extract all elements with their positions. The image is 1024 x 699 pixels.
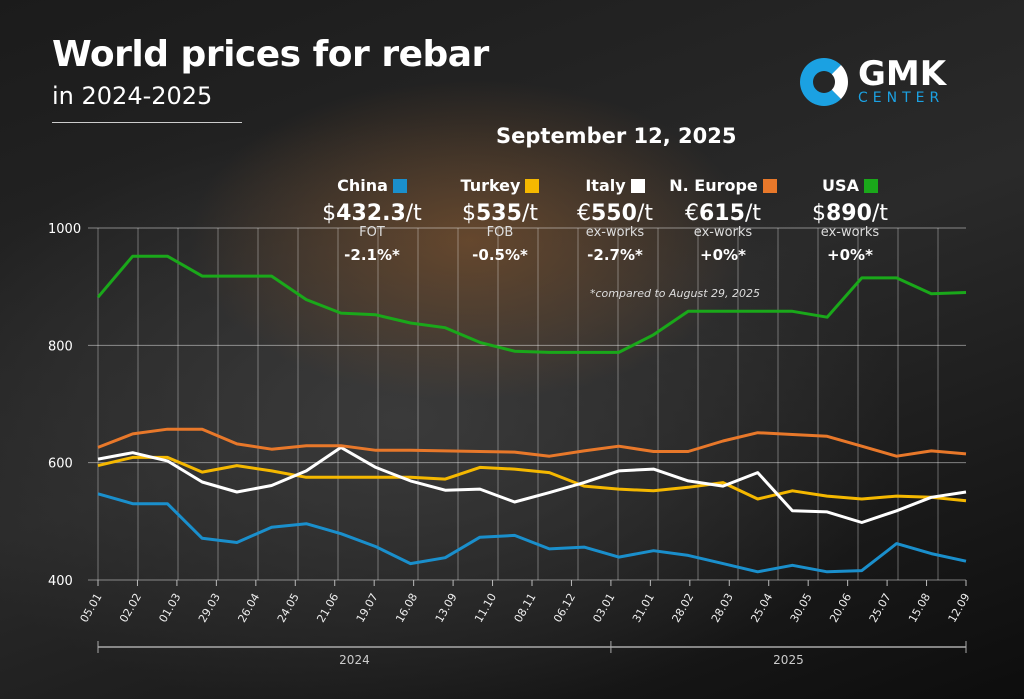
legend-price: €550/t: [550, 201, 680, 226]
y-tick-label: 400: [48, 574, 73, 589]
y-tick-label: 800: [48, 339, 73, 354]
x-tick-label: 28.03: [709, 591, 736, 625]
price-unit: /t: [871, 201, 888, 226]
gmk-logo: GMK CENTER: [800, 54, 947, 106]
y-tick-label: 1000: [48, 222, 81, 237]
x-tick-label: 21.06: [314, 591, 341, 625]
x-tick-label: 30.05: [788, 591, 815, 625]
legend-name: China: [337, 176, 388, 195]
x-tick-label: 28.02: [669, 591, 696, 625]
legend-basis: ex-works: [820, 225, 880, 240]
logo-sub: CENTER: [858, 90, 945, 106]
report-date: September 12, 2025: [496, 124, 737, 148]
x-tick-label: 26.04: [235, 591, 262, 625]
price-value: 432.3: [336, 201, 406, 226]
legend-change: +0%*: [827, 246, 873, 264]
x-tick-label: 25.07: [867, 591, 894, 625]
legend-n-europe: N. Europe €615/t ex-works +0%*: [658, 176, 788, 264]
price-value: 890: [826, 201, 872, 226]
legend-swatch: [762, 178, 777, 193]
currency: €: [685, 201, 699, 226]
legend-price: $890/t: [785, 201, 915, 226]
legend-swatch: [863, 178, 878, 193]
currency: $: [462, 201, 476, 226]
x-tick-label: 20.06: [827, 591, 854, 625]
legend-usa: USA $890/t ex-works +0%*: [785, 176, 915, 264]
price-value: 550: [591, 201, 637, 226]
legend-change: -2.7%*: [587, 246, 643, 264]
logo-ring-icon: [800, 58, 848, 106]
legend-name: Italy: [585, 176, 626, 195]
legend-name: Turkey: [460, 176, 521, 195]
x-tick-label: 11.10: [472, 591, 499, 625]
series-line-china: [97, 492, 967, 574]
x-tick-label: 25.04: [748, 591, 775, 625]
price-unit: /t: [405, 201, 422, 226]
x-tick-label: 05.01: [78, 591, 105, 625]
legend-basis: ex-works: [585, 225, 645, 240]
price-unit: /t: [636, 201, 653, 226]
chart-title: World prices for rebar: [52, 34, 489, 75]
legend-change: +0%*: [700, 246, 746, 264]
currency: $: [322, 201, 337, 226]
x-tick-label: 29.03: [196, 591, 223, 625]
legend-name: N. Europe: [669, 176, 758, 195]
price-value: 615: [699, 201, 745, 226]
y-tick-label: 600: [48, 457, 73, 472]
price-unit: /t: [521, 201, 538, 226]
title-divider: [52, 122, 242, 123]
legend-name: USA: [822, 176, 859, 195]
legend-change: -0.5%*: [472, 246, 528, 264]
x-tick-label: 31.01: [630, 591, 657, 625]
legend-swatch: [392, 178, 407, 193]
legend-price: $535/t: [435, 201, 565, 226]
x-tick-label: 19.07: [354, 591, 381, 625]
legend-swatch: [525, 178, 540, 193]
series-line-n-europe: [97, 427, 967, 458]
x-tick-label: 15.08: [906, 591, 933, 625]
x-tick-label: 13.09: [433, 591, 460, 625]
legend-price: $432.3/t: [307, 201, 437, 226]
legend-italy: Italy €550/t ex-works -2.7%*: [550, 176, 680, 264]
year-label: 2024: [339, 653, 370, 667]
legend-change: -2.1%*: [344, 246, 400, 264]
x-tick-label: 24.05: [275, 591, 302, 625]
series-line-turkey: [97, 455, 967, 503]
x-tick-label: 08.11: [512, 591, 539, 625]
x-tick-label: 12.09: [946, 591, 973, 625]
legend-turkey: Turkey $535/t FOB -0.5%*: [435, 176, 565, 264]
price-value: 535: [476, 201, 522, 226]
price-unit: /t: [744, 201, 761, 226]
x-tick-label: 01.03: [156, 591, 183, 625]
legend-china: China $432.3/t FOT -2.1%*: [307, 176, 437, 264]
x-tick-label: 02.02: [117, 591, 144, 625]
currency: €: [577, 201, 591, 226]
legend-basis: FOB: [486, 225, 514, 240]
year-label: 2025: [773, 653, 804, 667]
series-line-usa: [96, 254, 967, 354]
legend-basis: FOT: [359, 225, 385, 240]
x-tick-label: 06.12: [551, 591, 578, 625]
legend-price: €615/t: [658, 201, 788, 226]
series-line-italy: [97, 445, 967, 524]
logo-main: GMK: [858, 54, 947, 94]
x-tick-label: 03.01: [590, 591, 617, 625]
x-tick-label: 16.08: [393, 591, 420, 625]
legend-swatch: [630, 178, 645, 193]
legend-basis: ex-works: [693, 225, 753, 240]
currency: $: [812, 201, 826, 226]
chart-subtitle: in 2024-2025: [52, 82, 213, 110]
footnote: *compared to August 29, 2025: [590, 287, 761, 300]
